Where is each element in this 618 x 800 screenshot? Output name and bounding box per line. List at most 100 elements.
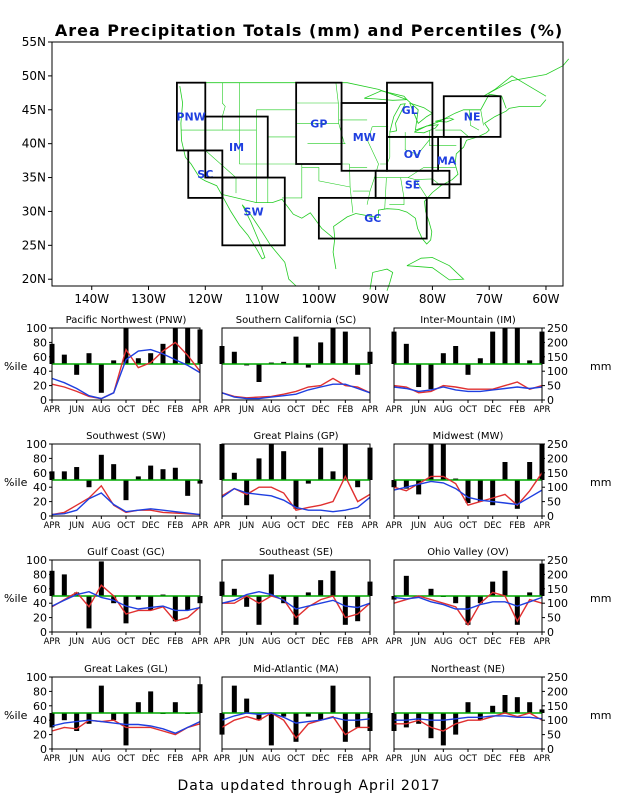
percentile-bar xyxy=(268,444,274,480)
chart-panel: Great Plains (GP) APR JUN AUG OCT DEC FEB APR xyxy=(214,431,379,531)
chart-title: Northeast (NE) xyxy=(431,664,505,675)
x-tick-label: OCT xyxy=(287,521,306,531)
lat-tick-label: 45N xyxy=(22,103,46,117)
total-mm-line xyxy=(51,348,201,400)
region-label-ne: NE xyxy=(464,111,481,124)
percentile-bar xyxy=(342,331,348,364)
percentile-bar xyxy=(111,713,117,721)
x-tick-label: APR xyxy=(534,521,551,531)
percentile-bar xyxy=(172,596,178,622)
chart-title: Ohio Valley (OV) xyxy=(427,547,509,558)
map-frame xyxy=(51,41,564,287)
state-boundary-30 xyxy=(435,129,469,138)
chart-panel: Southern California (SC) APR JUN AUG OCT DEC F… xyxy=(214,315,379,415)
percentile-bar xyxy=(61,574,67,596)
chart-title: Mid-Atlantic (MA) xyxy=(253,664,339,675)
percentile-bar xyxy=(244,596,250,607)
region-label-gp: GP xyxy=(310,117,327,130)
state-boundary-32 xyxy=(480,109,484,126)
chart-panel: Great Lakes (GL)APR JUN AUG OCT DEC FEB APR020… xyxy=(4,664,209,764)
y-tick-label: 40 xyxy=(33,481,47,494)
x-tick-label: AUG xyxy=(434,521,453,531)
percentile-line xyxy=(51,719,201,736)
state-boundary-29 xyxy=(429,139,457,146)
x-tick-label: DEC xyxy=(142,637,160,647)
percentile-bar xyxy=(185,480,191,496)
x-tick-label: APR xyxy=(534,754,551,764)
total-mm-line xyxy=(394,715,543,721)
x-tick-label: APR xyxy=(362,405,379,415)
coastline-3 xyxy=(406,257,465,281)
percentile-bar xyxy=(490,480,496,506)
lon-tick-label: 130W xyxy=(131,292,166,306)
chart-panel: Northeast (NE)APR JUN AUG OCT DEC FEB APR05010… xyxy=(386,664,612,764)
x-tick-label: AUG xyxy=(262,521,281,531)
percentile-bar xyxy=(502,462,508,480)
percentile-bar xyxy=(490,581,496,596)
x-tick-label: OCT xyxy=(117,637,136,647)
percentile-bar xyxy=(502,328,508,364)
x-tick-label: DEC xyxy=(142,521,160,531)
percentile-bar xyxy=(256,364,262,382)
percentile-bar xyxy=(477,596,483,604)
x-tick-label: FEB xyxy=(509,637,525,647)
percentile-bar xyxy=(293,596,299,625)
percentile-line xyxy=(393,381,543,394)
percentile-bar xyxy=(185,596,191,611)
x-tick-label: JUN xyxy=(238,521,254,531)
region-label-im: IM xyxy=(229,141,244,154)
x-tick-label: APR xyxy=(192,521,209,531)
percentile-bar xyxy=(403,343,409,364)
y-axis-label: %ile xyxy=(4,476,28,489)
x-tick-label: APR xyxy=(362,521,379,531)
great-lake-1 xyxy=(389,103,406,133)
percentile-bar xyxy=(172,467,178,480)
coastline-4 xyxy=(483,58,570,97)
y-tick-label: 0 xyxy=(40,510,47,523)
y-tick-label: 40 xyxy=(33,714,47,727)
percentile-bar xyxy=(502,695,508,713)
y-tick-label: 60 xyxy=(33,700,47,713)
x-tick-label: DEC xyxy=(312,521,330,531)
percentile-bar xyxy=(123,713,129,746)
percentile-line xyxy=(221,712,370,740)
percentile-bar xyxy=(465,702,471,713)
total-mm-line xyxy=(393,480,543,506)
percentile-bar xyxy=(256,713,262,721)
total-mm-line xyxy=(221,383,371,400)
percentile-bar xyxy=(330,685,336,713)
percentile-bar xyxy=(416,480,422,495)
total-mm-line xyxy=(393,596,543,610)
percentile-bar xyxy=(342,713,348,742)
chart-panel: Gulf Coast (GC)APR JUN AUG OCT DEC FEB APR0204… xyxy=(4,547,209,647)
x-tick-label: FEB xyxy=(167,637,183,647)
x-tick-label: DEC xyxy=(484,405,502,415)
y-tick-label: 20 xyxy=(33,496,47,509)
x-tick-label: AUG xyxy=(92,637,111,647)
percentile-bar xyxy=(440,444,446,480)
state-boundary-1 xyxy=(205,130,237,194)
percentile-bar xyxy=(305,364,311,368)
percentile-bar xyxy=(111,360,117,364)
lat-tick-label: 25N xyxy=(22,238,46,252)
percentile-bar xyxy=(293,336,299,364)
percentile-bar xyxy=(98,364,104,393)
chart-panel: Southeast (SE) APR JUN AUG OCT DEC FEB APR xyxy=(214,547,379,647)
state-boundary-27 xyxy=(380,132,391,165)
percentile-bar xyxy=(465,480,471,504)
y2-tick-label: 200 xyxy=(547,336,568,349)
percentile-bar xyxy=(160,469,166,480)
x-tick-label: DEC xyxy=(484,637,502,647)
percentile-bar xyxy=(403,480,409,489)
x-tick-label: JUN xyxy=(238,637,254,647)
percentile-bar xyxy=(148,691,154,713)
chart-title: Pacific Northwest (PNW) xyxy=(66,315,187,326)
x-tick-label: APR xyxy=(44,637,61,647)
x-tick-label: DEC xyxy=(312,405,330,415)
lon-tick-label: 70W xyxy=(476,292,503,306)
percentile-bar xyxy=(440,713,446,746)
percentile-bar xyxy=(416,364,422,388)
lon-tick-label: 60W xyxy=(532,292,559,306)
state-boundary-24 xyxy=(389,177,405,205)
